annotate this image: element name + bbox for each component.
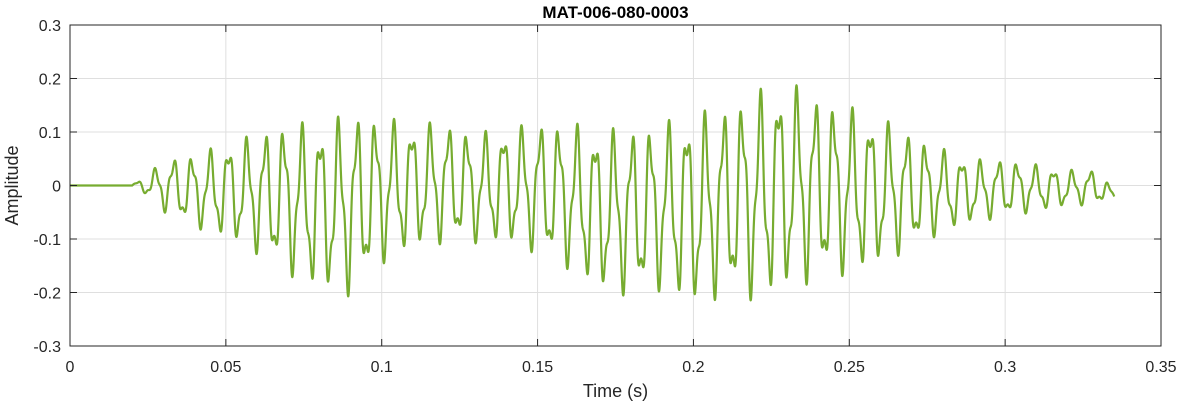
x-axis-label: Time (s) <box>583 381 648 401</box>
y-tick-label: -0.2 <box>33 286 61 303</box>
grid <box>69 24 1162 347</box>
ticks <box>69 24 1162 347</box>
y-tick-label: 0 <box>52 179 61 196</box>
x-tick-label: 0 <box>66 359 75 376</box>
y-tick-labels: -0.3 -0.2 -0.1 0 0.1 0.2 0.3 <box>33 18 61 356</box>
x-tick-label: 0.3 <box>994 359 1016 376</box>
x-tick-label: 0.15 <box>522 359 553 376</box>
y-tick-label: 0.2 <box>39 72 61 89</box>
y-tick-label: 0.3 <box>39 18 61 35</box>
y-tick-label: -0.1 <box>33 232 61 249</box>
x-tick-labels: 0 0.05 0.1 0.15 0.2 0.25 0.3 0.35 <box>66 359 1177 376</box>
y-axis-label: Amplitude <box>2 145 22 225</box>
chart-title: MAT-006-080-0003 <box>542 3 688 22</box>
series-layer <box>69 84 1116 302</box>
waveform-series-line <box>69 84 1116 302</box>
x-tick-label: 0.05 <box>210 359 241 376</box>
y-tick-label: -0.3 <box>33 339 61 356</box>
x-tick-label: 0.25 <box>834 359 865 376</box>
x-tick-label: 0.1 <box>371 359 393 376</box>
x-tick-label: 0.35 <box>1145 359 1176 376</box>
x-tick-label: 0.2 <box>682 359 704 376</box>
y-tick-label: 0.1 <box>39 125 61 142</box>
